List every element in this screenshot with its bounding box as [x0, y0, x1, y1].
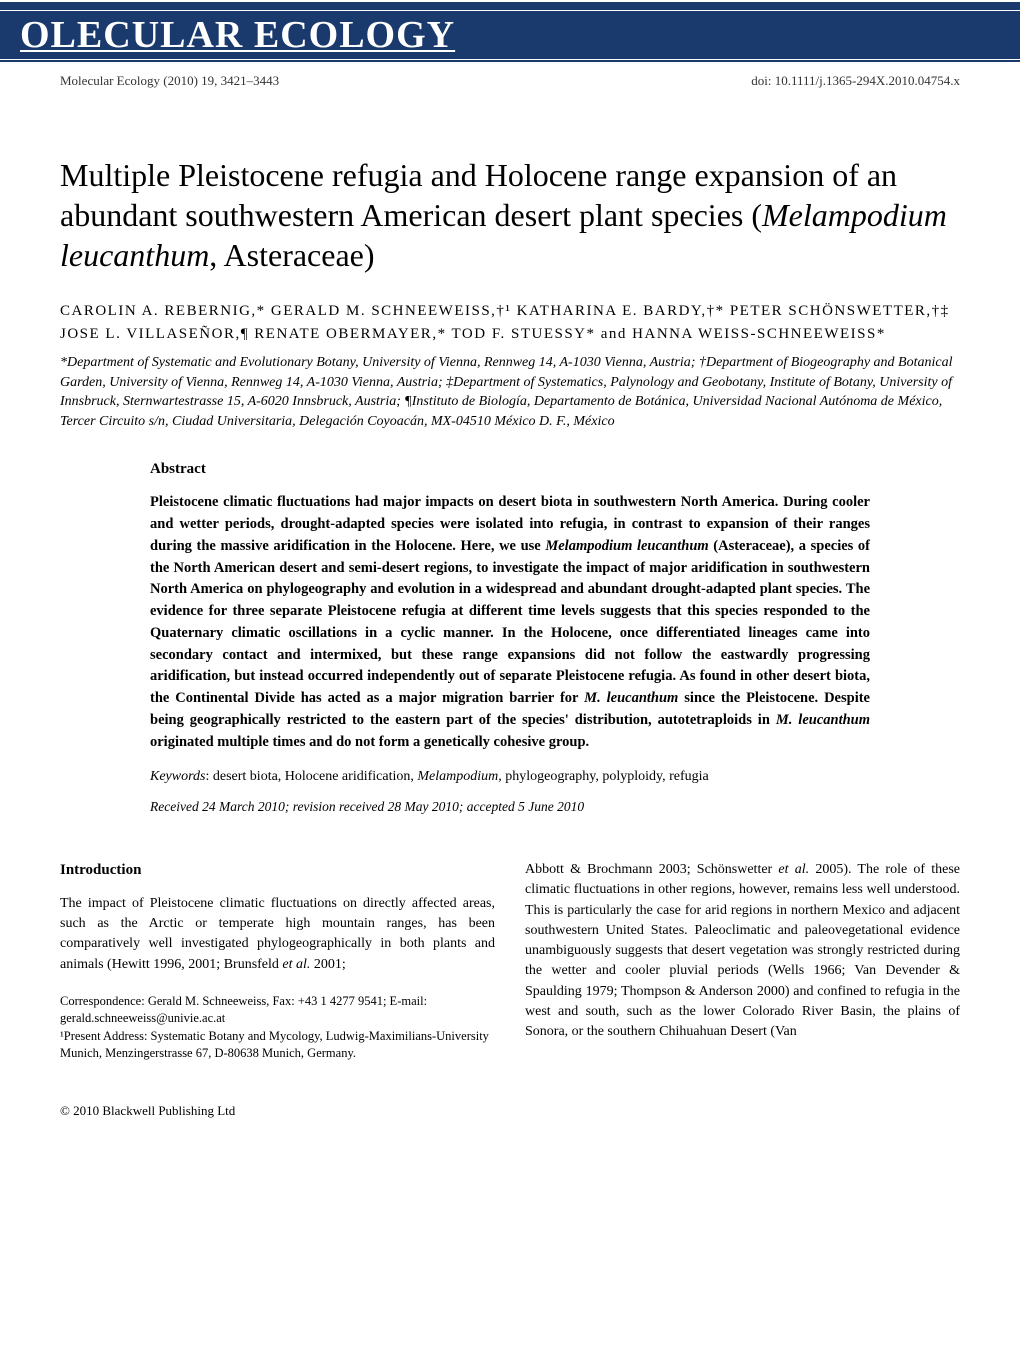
left-column: Introduction The impact of Pleistocene c…: [60, 860, 495, 1063]
intro-col1-text-2: 2001;: [310, 957, 345, 972]
introduction-heading: Introduction: [60, 860, 495, 882]
keywords-text-2: phylogeography, polyploidy, refugia: [502, 769, 709, 784]
journal-name: OLECULAR ECOLOGY: [0, 13, 1020, 57]
abstract-italic-3: M. leucanthum: [776, 712, 870, 728]
footnote: ¹Present Address: Systematic Botany and …: [60, 1028, 495, 1063]
intro-col2-text-1: Abbott & Brochmann 2003; Schönswetter: [525, 862, 778, 877]
abstract-section: Abstract Pleistocene climatic fluctuatio…: [0, 461, 1020, 840]
authors: CAROLIN A. REBERNIG,* GERALD M. SCHNEEWE…: [0, 300, 1020, 353]
correspondence: Correspondence: Gerald M. Schneeweiss, F…: [60, 993, 495, 1028]
keywords-text-1: : desert biota, Holocene aridification,: [205, 769, 417, 784]
intro-col1-italic-1: et al.: [282, 957, 310, 972]
intro-col1-text-1: The impact of Pleistocene climatic fluct…: [60, 896, 495, 972]
received-line: Received 24 March 2010; revision receive…: [150, 799, 870, 815]
abstract-text-4: originated multiple times and do not for…: [150, 734, 589, 750]
two-column-layout: Introduction The impact of Pleistocene c…: [0, 840, 1020, 1083]
intro-paragraph-right: Abbott & Brochmann 2003; Schönswetter et…: [525, 860, 960, 1043]
page: OLECULAR ECOLOGY Molecular Ecology (2010…: [0, 0, 1020, 1139]
affiliations: *Department of Systematic and Evolutiona…: [0, 353, 1020, 461]
abstract-heading: Abstract: [150, 461, 870, 478]
intro-col2-text-2: 2005). The role of these climatic fluctu…: [525, 862, 960, 1039]
keywords: Keywords: desert biota, Holocene aridifi…: [150, 767, 870, 787]
intro-paragraph-left: The impact of Pleistocene climatic fluct…: [60, 894, 495, 975]
citation: Molecular Ecology (2010) 19, 3421–3443: [60, 73, 279, 89]
abstract-text-2: (Asteraceae), a species of the North Ame…: [150, 538, 870, 706]
abstract-italic-2: M. leucanthum: [584, 690, 678, 706]
abstract-italic-1: Melampodium leucanthum: [545, 538, 708, 554]
keywords-label: Keywords: [150, 769, 205, 784]
abstract-body: Pleistocene climatic fluctuations had ma…: [150, 492, 870, 753]
journal-banner: OLECULAR ECOLOGY: [0, 0, 1020, 64]
right-column: Abbott & Brochmann 2003; Schönswetter et…: [525, 860, 960, 1063]
intro-col2-italic-1: et al.: [778, 862, 809, 877]
article-title: Multiple Pleistocene refugia and Holocen…: [0, 95, 1020, 300]
keywords-italic: Melampodium,: [417, 769, 501, 784]
banner-inner: OLECULAR ECOLOGY: [0, 10, 1020, 60]
doi: doi: 10.1111/j.1365-294X.2010.04754.x: [751, 73, 960, 89]
header-line: Molecular Ecology (2010) 19, 3421–3443 d…: [0, 67, 1020, 95]
title-post: , Asteraceae): [209, 237, 374, 273]
copyright: © 2010 Blackwell Publishing Ltd: [0, 1083, 1020, 1139]
